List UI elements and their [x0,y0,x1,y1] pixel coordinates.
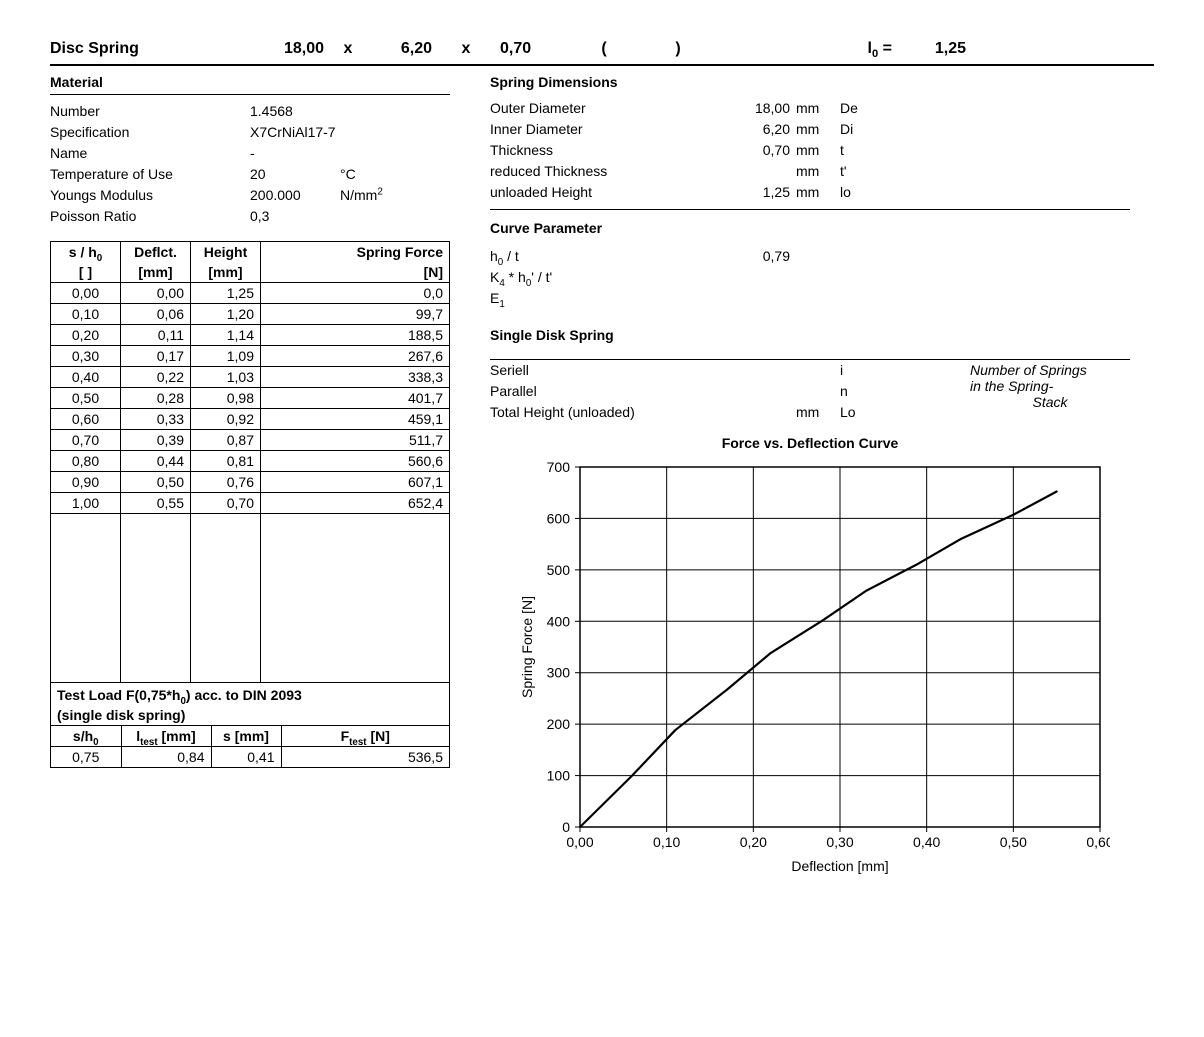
test-load-box: Test Load F(0,75*h0) acc. to DIN 2093 (s… [50,682,450,768]
test-header: s/h0 [51,726,121,747]
header-title: Disc Spring [50,40,240,58]
table-row: 0,200,111,14188,5 [51,325,450,346]
test-header: Ftest [N] [281,726,449,747]
table-row: 0,000,001,250,0 [51,283,450,304]
svg-text:0: 0 [562,819,570,835]
table-unit: [ ] [51,262,121,283]
table-row: 0,500,280,98401,7 [51,388,450,409]
svg-text:300: 300 [547,665,571,681]
header-paren-open: ( [574,40,634,58]
table-row: 0,600,330,92459,1 [51,409,450,430]
svg-text:Deflection [mm]: Deflection [mm] [791,858,888,874]
test-cell: 0,75 [51,747,121,768]
material-row: Temperature of Use20°C [50,164,450,185]
test-cell: 536,5 [281,747,449,768]
material-row: Poisson Ratio0,3 [50,206,450,227]
curve-rows: h0 / t0,79K4 * h0' / t'E1 [490,246,1130,309]
test-header: ltest [mm] [121,726,211,747]
material-row: Name- [50,143,450,164]
header-x1: x [338,40,358,58]
table-row: 0,400,221,03338,3 [51,367,450,388]
single-rows: SerielliParallelnTotal Height (unloaded)… [490,360,970,423]
header-dim2: 6,20 [372,40,432,58]
table-row: 0,100,061,2099,7 [51,304,450,325]
material-row: SpecificationX7CrNiAl17-7 [50,122,450,143]
curve-row: E1 [490,288,1130,309]
table-unit: [N] [261,262,450,283]
header-dim3: 0,70 [500,40,560,58]
test-cell: 0,41 [211,747,281,768]
dimensions-rows: Outer Diameter18,00mmDeInner Diameter6,2… [490,98,1130,203]
svg-text:0,30: 0,30 [826,834,853,850]
stack-note: Number of Springs in the Spring- Stack [970,360,1130,423]
svg-text:700: 700 [547,459,571,475]
svg-text:0,60: 0,60 [1086,834,1110,850]
table-row: 0,700,390,87511,7 [51,430,450,451]
dimension-row: Inner Diameter6,20mmDi [490,119,1130,140]
table-header: Height [191,242,261,263]
dimension-row: Outer Diameter18,00mmDe [490,98,1130,119]
test-load-subtitle: (single disk spring) [51,707,449,725]
single-row: Total Height (unloaded)mmLo [490,402,970,423]
dimension-row: unloaded Height1,25mmlo [490,182,1130,203]
svg-text:400: 400 [547,613,571,629]
test-cell: 0,84 [121,747,211,768]
dimension-row: Thickness0,70mmt [490,140,1130,161]
table-row: 0,800,440,81560,6 [51,451,450,472]
table-row: 0,900,500,76607,1 [51,472,450,493]
curve-heading: Curve Parameter [490,220,1130,240]
header-lo-label: l0 = [842,40,892,58]
svg-text:200: 200 [547,716,571,732]
header-lo-value: 1,25 [906,40,966,58]
force-deflection-chart: 0,00 0,10 0,20 0,30 0,40 0,50 0,60 0 100 200 300 40… [510,457,1130,877]
table-header: Deflct. [121,242,191,263]
test-load-title: Test Load F(0,75*h0) acc. to DIN 2093 [51,683,449,707]
table-row: 0,300,171,09267,6 [51,346,450,367]
header-dim1: 18,00 [254,40,324,58]
table-row: 1,000,550,70652,4 [51,493,450,514]
material-row: Youngs Modulus200.000N/mm2 [50,185,450,206]
svg-text:0,40: 0,40 [913,834,940,850]
header-row: Disc Spring 18,00 x 6,20 x 0,70 ( ) l0 =… [50,40,1154,66]
svg-text:0,00: 0,00 [566,834,593,850]
curve-row: h0 / t0,79 [490,246,1130,267]
svg-text:600: 600 [547,510,571,526]
table-header: s / h0 [51,242,121,263]
dimensions-heading: Spring Dimensions [490,74,1130,94]
test-header: s [mm] [211,726,281,747]
single-row: Paralleln [490,381,970,402]
dimension-row: reduced Thicknessmmt' [490,161,1130,182]
table-unit: [mm] [191,262,261,283]
svg-text:100: 100 [547,768,571,784]
svg-text:Spring Force [N]: Spring Force [N] [519,596,535,698]
curve-row: K4 * h0' / t' [490,267,1130,288]
single-heading: Single Disk Spring [490,327,1130,347]
svg-text:500: 500 [547,562,571,578]
svg-text:0,20: 0,20 [740,834,767,850]
single-row: Serielli [490,360,970,381]
table-unit: [mm] [121,262,191,283]
material-heading: Material [50,74,450,95]
header-paren-close: ) [648,40,708,58]
material-rows: Number1.4568SpecificationX7CrNiAl17-7Nam… [50,101,450,227]
material-row: Number1.4568 [50,101,450,122]
svg-text:0,10: 0,10 [653,834,680,850]
empty-table-area [50,513,450,683]
svg-text:0,50: 0,50 [1000,834,1027,850]
header-x2: x [446,40,486,58]
chart-title: Force vs. Deflection Curve [490,435,1130,451]
table-header: Spring Force [261,242,450,263]
deflection-table: s / h0Deflct.HeightSpring Force [ ][mm][… [50,241,450,514]
